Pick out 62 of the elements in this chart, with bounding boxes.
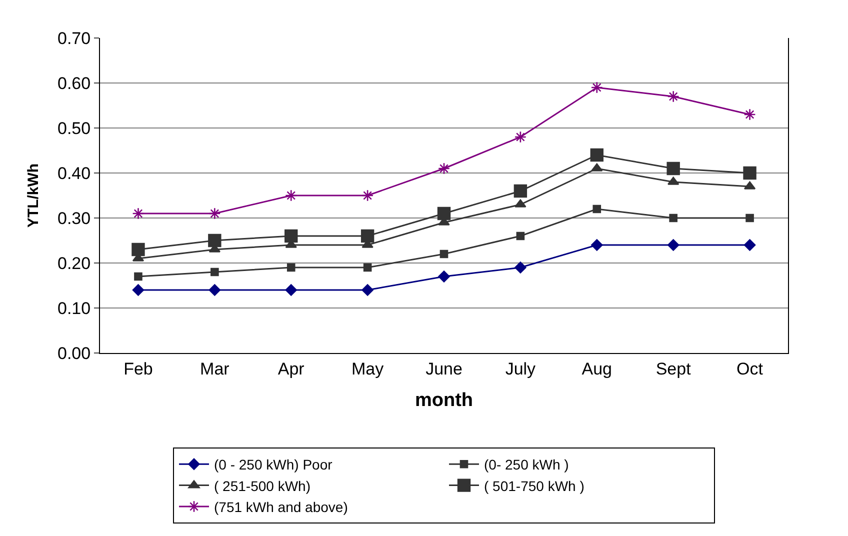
x-tick-label: Feb <box>124 359 153 378</box>
point <box>667 90 680 103</box>
point <box>285 189 298 202</box>
x-tick-label: May <box>351 359 384 378</box>
point <box>514 199 526 208</box>
y-tick-label: 0.50 <box>58 118 91 138</box>
point <box>362 189 374 202</box>
point <box>592 204 602 214</box>
y-tick-label: 0.40 <box>58 164 91 183</box>
point <box>744 239 756 251</box>
x-tick-label: Aug <box>582 359 612 378</box>
point <box>591 239 603 251</box>
point <box>744 108 756 121</box>
point <box>669 214 678 222</box>
point <box>514 184 528 198</box>
point <box>284 229 298 243</box>
point <box>514 130 526 144</box>
point <box>134 272 142 281</box>
legend-label: (751 kWh and above) <box>214 498 348 515</box>
point <box>667 239 680 251</box>
point <box>591 163 603 172</box>
point <box>590 81 603 94</box>
legend-label: ( 251-500 kWh) <box>214 478 310 494</box>
y-tick-label: 0.70 <box>58 28 91 48</box>
point <box>746 214 754 222</box>
point <box>132 207 144 220</box>
point <box>516 232 525 240</box>
point <box>437 206 451 220</box>
point <box>360 229 374 243</box>
x-tick-label: June <box>426 359 462 378</box>
point <box>362 284 374 296</box>
point <box>285 284 297 296</box>
point <box>666 162 680 176</box>
point <box>208 234 222 248</box>
point <box>590 148 604 162</box>
point <box>208 207 221 220</box>
point <box>440 250 448 258</box>
x-tick-label: Apr <box>278 359 305 378</box>
point <box>438 270 450 282</box>
x-tick-label: July <box>505 359 536 378</box>
point <box>514 262 526 274</box>
point <box>363 263 372 272</box>
point <box>132 242 145 256</box>
y-tick-label: 0.30 <box>58 208 91 228</box>
x-axis-title: month <box>414 390 474 412</box>
point <box>210 268 219 276</box>
y-tick-label: 0.00 <box>58 344 91 363</box>
x-tick-label: Sept <box>656 359 692 378</box>
legend-label: (0 - 250 kWh) Poor <box>214 456 333 473</box>
legend-label: ( 501-750 kWh ) <box>484 478 584 494</box>
point <box>208 284 221 296</box>
x-tick-label: Mar <box>200 359 230 378</box>
y-tick-label: 0.10 <box>58 298 91 318</box>
y-tick-label: 0.20 <box>58 254 91 273</box>
point <box>438 162 450 175</box>
legend-label: (0- 250 kWh ) <box>484 456 569 473</box>
point <box>132 284 144 296</box>
y-tick-label: 0.60 <box>58 74 91 93</box>
point <box>743 166 756 180</box>
x-tick-label: Oct <box>736 359 764 378</box>
y-axis-title: YTL/kWh <box>24 163 42 228</box>
point <box>286 263 296 272</box>
